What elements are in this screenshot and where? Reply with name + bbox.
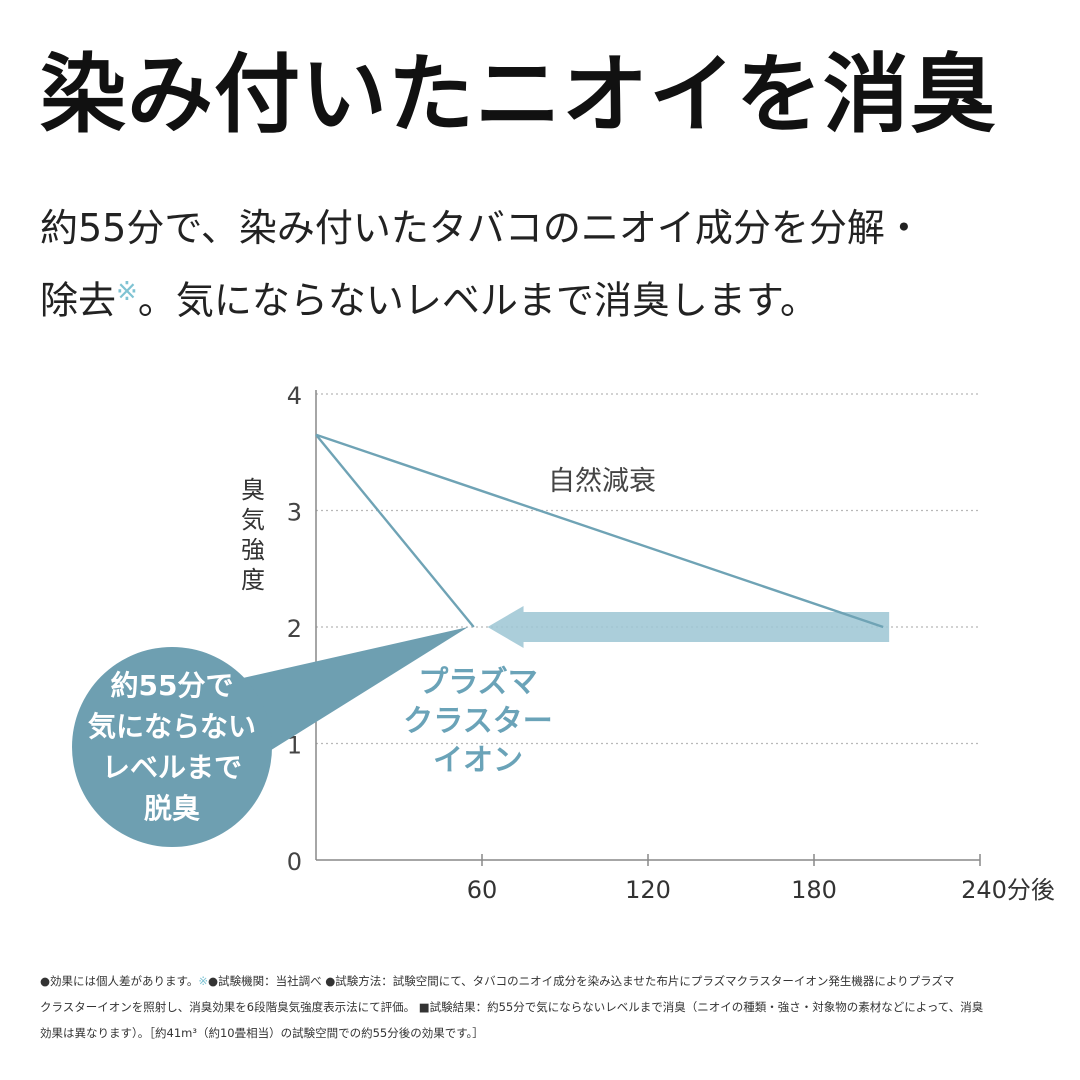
- footnote-line-3: 効果は異なります）。［約41m³（約10畳相当）の試験空間での約55分後の効果で…: [40, 1026, 484, 1040]
- footnote-line-1b: ●試験機関：当社調べ ●試験方法：試験空間にて、タバコのニオイ成分を染み込ませた…: [208, 974, 955, 988]
- y-tick-label-3: 3: [287, 499, 302, 527]
- series-label-plasmacluster-line-0: プラズマ: [418, 665, 537, 700]
- y-axis-label-char-0: 臭: [241, 476, 265, 504]
- headline: 染み付いたニオイを消臭: [40, 45, 997, 145]
- callout-line-0: 約55分で: [111, 669, 234, 702]
- callout-bubble: [72, 647, 272, 847]
- x-tick-label-180: 180: [791, 876, 837, 904]
- x-tick-label-240: 240分後: [961, 876, 1055, 904]
- callout-pointer: [212, 627, 469, 767]
- y-axis-label-char-3: 度: [241, 566, 265, 594]
- y-tick-label-4: 4: [287, 382, 302, 410]
- subtitle: 約55分で、染み付いたタバコのニオイ成分を分解・ 除去※。気にならないレベルまで…: [40, 196, 1050, 333]
- footnote-mark: ※: [116, 277, 138, 307]
- subtitle-line-1: 約55分で、染み付いたタバコのニオイ成分を分解・: [40, 206, 923, 250]
- callout-line-3: 脱臭: [144, 792, 200, 825]
- subtitle-line-2: 除去※。気にならないレベルまで消臭します。: [40, 260, 1050, 333]
- series-label-plasmacluster-line-1: クラスター: [403, 704, 552, 739]
- callout-line-2: レベルまで: [102, 751, 242, 784]
- y-tick-label-0: 0: [287, 848, 302, 876]
- x-tick-label-120: 120: [625, 876, 671, 904]
- footnote-line-1a: ●効果には個人差があります。: [40, 974, 199, 988]
- series-label-plasmacluster-line-2: イオン: [433, 743, 523, 778]
- footnote: ●効果には個人差があります。※●試験機関：当社調べ ●試験方法：試験空間にて、タ…: [40, 968, 1050, 1046]
- footnote-line-1-mark: ※: [198, 974, 209, 988]
- y-tick-label-2: 2: [287, 615, 302, 643]
- footnote-line-1: ●効果には個人差があります。※●試験機関：当社調べ ●試験方法：試験空間にて、タ…: [40, 968, 1050, 994]
- reduction-arrow: [487, 606, 890, 648]
- footnote-line-2: クラスターイオンを照射し、消臭効果を6段階臭気強度表示法にて評価。 ■試験結果：…: [40, 1000, 984, 1014]
- series-line-0: [315, 433, 884, 629]
- subtitle-line-2a: 除去: [40, 278, 117, 323]
- callout-line-1: 気にならない: [88, 710, 256, 743]
- y-tick-label-1: 1: [287, 732, 302, 760]
- y-axis-label-char-1: 気: [241, 506, 265, 534]
- x-tick-label-60: 60: [467, 876, 498, 904]
- subtitle-line-2b: 。気にならないレベルまで消臭します。: [137, 278, 819, 323]
- series-label-natural-decay: 自然減衰: [548, 466, 656, 497]
- series-line-1: [315, 434, 475, 628]
- y-axis-label-char-2: 強: [241, 536, 265, 564]
